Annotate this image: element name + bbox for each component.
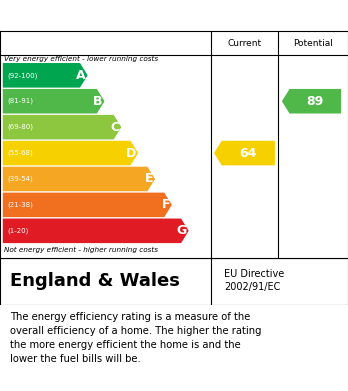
Text: Energy Efficiency Rating: Energy Efficiency Rating [10,8,213,23]
Text: B: B [93,95,103,108]
Text: A: A [76,69,86,82]
Text: (69-80): (69-80) [8,124,34,130]
Text: (81-91): (81-91) [8,98,34,104]
Polygon shape [3,167,155,191]
Text: Not energy efficient - higher running costs: Not energy efficient - higher running co… [4,247,158,253]
Text: 64: 64 [239,147,256,160]
Polygon shape [3,219,189,243]
Text: (55-68): (55-68) [8,150,33,156]
Polygon shape [3,141,138,165]
Polygon shape [3,89,104,113]
Text: Potential: Potential [293,39,333,48]
Polygon shape [3,115,121,140]
Polygon shape [282,89,341,113]
Text: England & Wales: England & Wales [10,272,180,290]
Text: (39-54): (39-54) [8,176,33,182]
Text: EU Directive
2002/91/EC: EU Directive 2002/91/EC [224,269,285,292]
Text: (21-38): (21-38) [8,202,33,208]
Polygon shape [214,141,275,165]
Text: D: D [126,147,136,160]
Text: Very energy efficient - lower running costs: Very energy efficient - lower running co… [4,56,158,61]
Polygon shape [3,63,88,88]
Text: The energy efficiency rating is a measure of the
overall efficiency of a home. T: The energy efficiency rating is a measur… [10,312,262,364]
Text: Current: Current [227,39,262,48]
Text: 89: 89 [306,95,324,108]
Text: C: C [110,121,120,134]
Polygon shape [3,193,172,217]
Text: (1-20): (1-20) [8,228,29,234]
Text: G: G [177,224,187,237]
Text: E: E [145,172,153,185]
Text: (92-100): (92-100) [8,72,38,79]
Text: F: F [161,198,170,212]
